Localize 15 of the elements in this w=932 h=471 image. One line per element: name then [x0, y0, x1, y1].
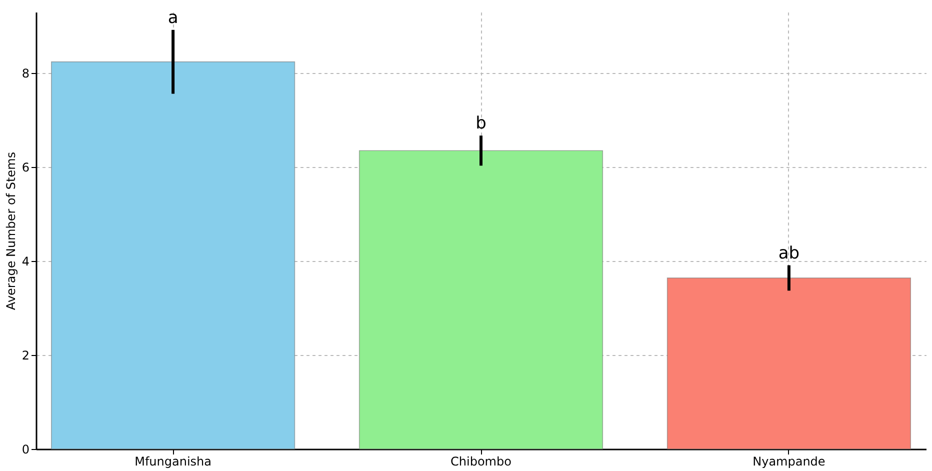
x-tick-label: Chibombo: [450, 454, 512, 468]
annotation: a: [168, 8, 178, 28]
y-tick-label: 2: [22, 348, 30, 363]
bar: [358, 150, 604, 450]
bar: [666, 278, 911, 450]
y-tick-label: 6: [22, 160, 30, 175]
bar: [51, 61, 296, 450]
y-tick-label: 4: [22, 254, 30, 269]
y-tick-label: 0: [22, 442, 30, 456]
x-tick-label: Nyampande: [752, 454, 826, 468]
annotation: ab: [778, 243, 800, 264]
annotation: b: [476, 114, 486, 134]
y-axis-title: Average Number of Stems: [4, 152, 18, 310]
x-tick-label: Mfunganisha: [134, 454, 212, 468]
y-tick-label: 8: [22, 66, 30, 81]
